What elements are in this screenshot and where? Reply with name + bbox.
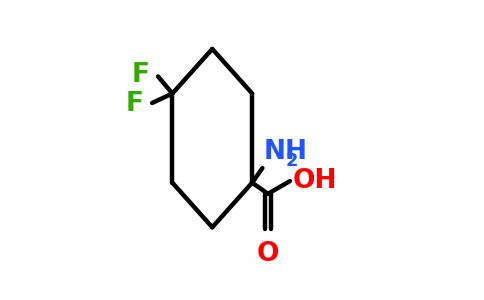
Text: 2: 2	[285, 152, 298, 170]
Text: O: O	[257, 241, 279, 267]
Text: F: F	[132, 62, 150, 88]
Text: F: F	[126, 92, 144, 117]
Text: NH: NH	[264, 139, 308, 165]
Text: OH: OH	[292, 168, 337, 194]
